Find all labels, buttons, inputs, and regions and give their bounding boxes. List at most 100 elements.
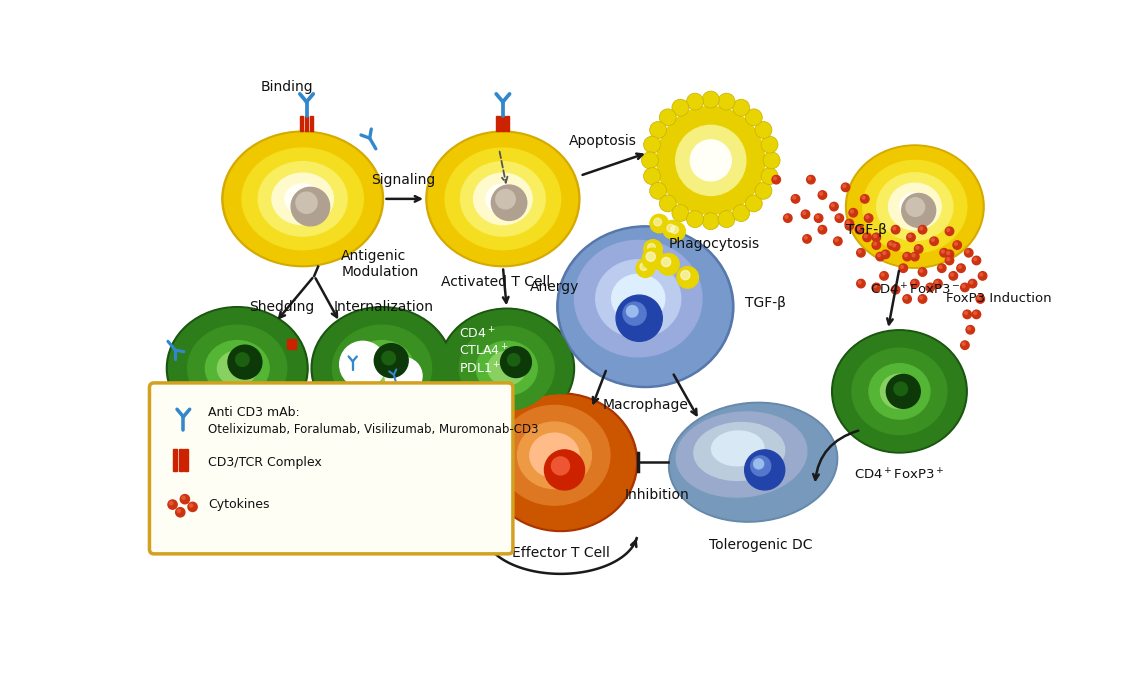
Text: Internalization: Internalization: [334, 299, 434, 314]
Circle shape: [793, 196, 795, 199]
Circle shape: [842, 183, 850, 192]
Circle shape: [976, 295, 985, 303]
Circle shape: [661, 257, 670, 267]
Ellipse shape: [499, 405, 610, 505]
Circle shape: [181, 494, 190, 504]
Ellipse shape: [476, 341, 537, 396]
Ellipse shape: [311, 307, 453, 430]
Circle shape: [963, 310, 971, 318]
Ellipse shape: [460, 162, 545, 236]
Circle shape: [949, 271, 958, 280]
Ellipse shape: [611, 274, 665, 323]
Circle shape: [835, 214, 844, 222]
Circle shape: [176, 507, 185, 517]
Circle shape: [978, 296, 980, 299]
Ellipse shape: [445, 148, 561, 250]
Circle shape: [876, 252, 885, 261]
Circle shape: [296, 192, 317, 213]
Text: Apoptosis: Apoptosis: [569, 134, 637, 148]
Ellipse shape: [869, 364, 930, 419]
Circle shape: [745, 450, 785, 490]
Circle shape: [857, 248, 866, 257]
Circle shape: [832, 204, 834, 207]
Ellipse shape: [242, 148, 364, 250]
Ellipse shape: [888, 183, 941, 230]
Circle shape: [644, 239, 662, 258]
Circle shape: [909, 235, 911, 237]
Circle shape: [718, 211, 735, 228]
Circle shape: [914, 245, 922, 253]
Circle shape: [972, 256, 980, 265]
Circle shape: [886, 374, 920, 409]
Circle shape: [912, 254, 916, 257]
Text: TGF-β: TGF-β: [845, 223, 886, 237]
Circle shape: [866, 216, 869, 218]
Circle shape: [849, 209, 858, 217]
Circle shape: [918, 295, 927, 303]
Bar: [501, 116, 504, 131]
Circle shape: [658, 254, 679, 275]
Circle shape: [751, 456, 770, 476]
Bar: [496, 116, 500, 131]
Circle shape: [677, 267, 699, 288]
Circle shape: [835, 239, 838, 241]
Ellipse shape: [438, 308, 575, 428]
Circle shape: [968, 280, 977, 288]
Text: CD4$^+$FoxP3$^+$: CD4$^+$FoxP3$^+$: [854, 467, 945, 482]
Circle shape: [974, 258, 977, 261]
Ellipse shape: [285, 184, 320, 213]
Circle shape: [920, 296, 922, 299]
Circle shape: [623, 302, 646, 325]
Circle shape: [818, 226, 827, 234]
Ellipse shape: [486, 184, 520, 213]
Circle shape: [374, 344, 408, 378]
Circle shape: [935, 281, 938, 284]
Circle shape: [945, 227, 954, 235]
Ellipse shape: [206, 340, 269, 396]
Circle shape: [803, 235, 811, 243]
Circle shape: [846, 223, 850, 226]
Ellipse shape: [187, 325, 286, 411]
Circle shape: [920, 227, 922, 230]
Circle shape: [916, 246, 919, 249]
Bar: [178, 449, 183, 471]
Circle shape: [962, 284, 966, 288]
Circle shape: [820, 192, 822, 195]
Ellipse shape: [224, 133, 381, 265]
Circle shape: [636, 259, 654, 278]
Circle shape: [874, 284, 877, 288]
Circle shape: [966, 325, 975, 334]
Ellipse shape: [670, 404, 836, 520]
Circle shape: [820, 227, 822, 230]
Ellipse shape: [694, 423, 785, 480]
Circle shape: [912, 281, 916, 284]
Circle shape: [918, 226, 927, 234]
Circle shape: [872, 233, 880, 241]
Ellipse shape: [426, 131, 579, 267]
Circle shape: [911, 280, 919, 288]
Circle shape: [663, 220, 682, 239]
Circle shape: [953, 241, 961, 250]
Ellipse shape: [900, 193, 930, 220]
Circle shape: [190, 504, 193, 507]
Circle shape: [864, 214, 872, 222]
Circle shape: [882, 250, 889, 258]
Circle shape: [691, 140, 732, 181]
Circle shape: [785, 216, 788, 218]
Circle shape: [892, 226, 900, 234]
Ellipse shape: [441, 310, 573, 426]
Circle shape: [845, 222, 853, 230]
Bar: [304, 116, 308, 131]
Circle shape: [918, 268, 927, 276]
Circle shape: [492, 185, 527, 220]
Circle shape: [808, 177, 811, 180]
Circle shape: [901, 265, 903, 269]
Circle shape: [235, 353, 249, 366]
Circle shape: [640, 263, 648, 271]
Circle shape: [642, 152, 659, 169]
Text: Phagocytosis: Phagocytosis: [669, 237, 760, 250]
Circle shape: [892, 242, 900, 251]
Circle shape: [816, 216, 819, 218]
Text: Inhibition: Inhibition: [625, 488, 690, 501]
Circle shape: [650, 182, 667, 199]
